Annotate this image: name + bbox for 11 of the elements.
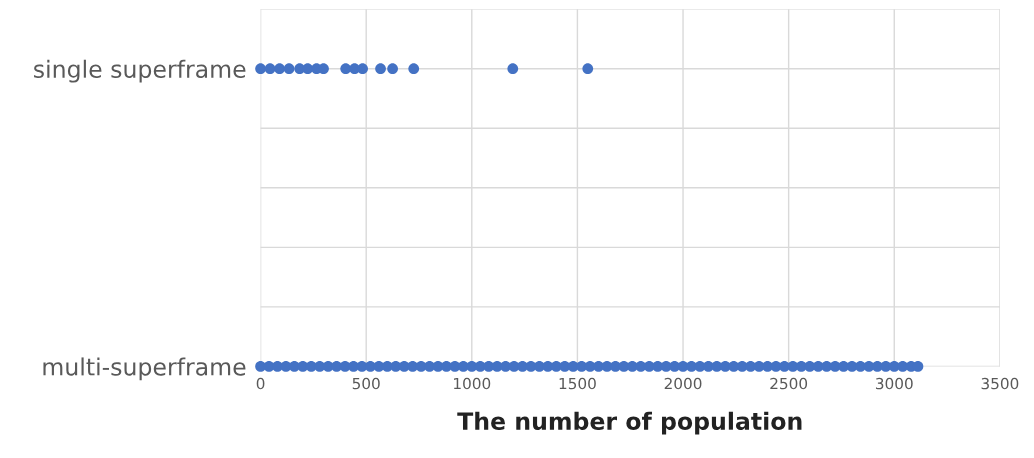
x-tick-label: 3000 — [875, 377, 913, 390]
x-axis-title: The number of population — [457, 411, 802, 435]
x-tick-label: 500 — [352, 377, 380, 390]
y-tick-label: multi-superframe — [43, 357, 246, 381]
x-tick-label: 3500 — [981, 377, 1019, 390]
x-tick-label: 2500 — [770, 377, 808, 390]
x-tick-label: 1000 — [454, 377, 491, 390]
y-tick-label: single superframe — [34, 59, 246, 83]
x-tick-label: 1500 — [559, 377, 596, 390]
x-tick-label: 0 — [256, 377, 265, 390]
x-tick-label: 2000 — [664, 377, 702, 390]
